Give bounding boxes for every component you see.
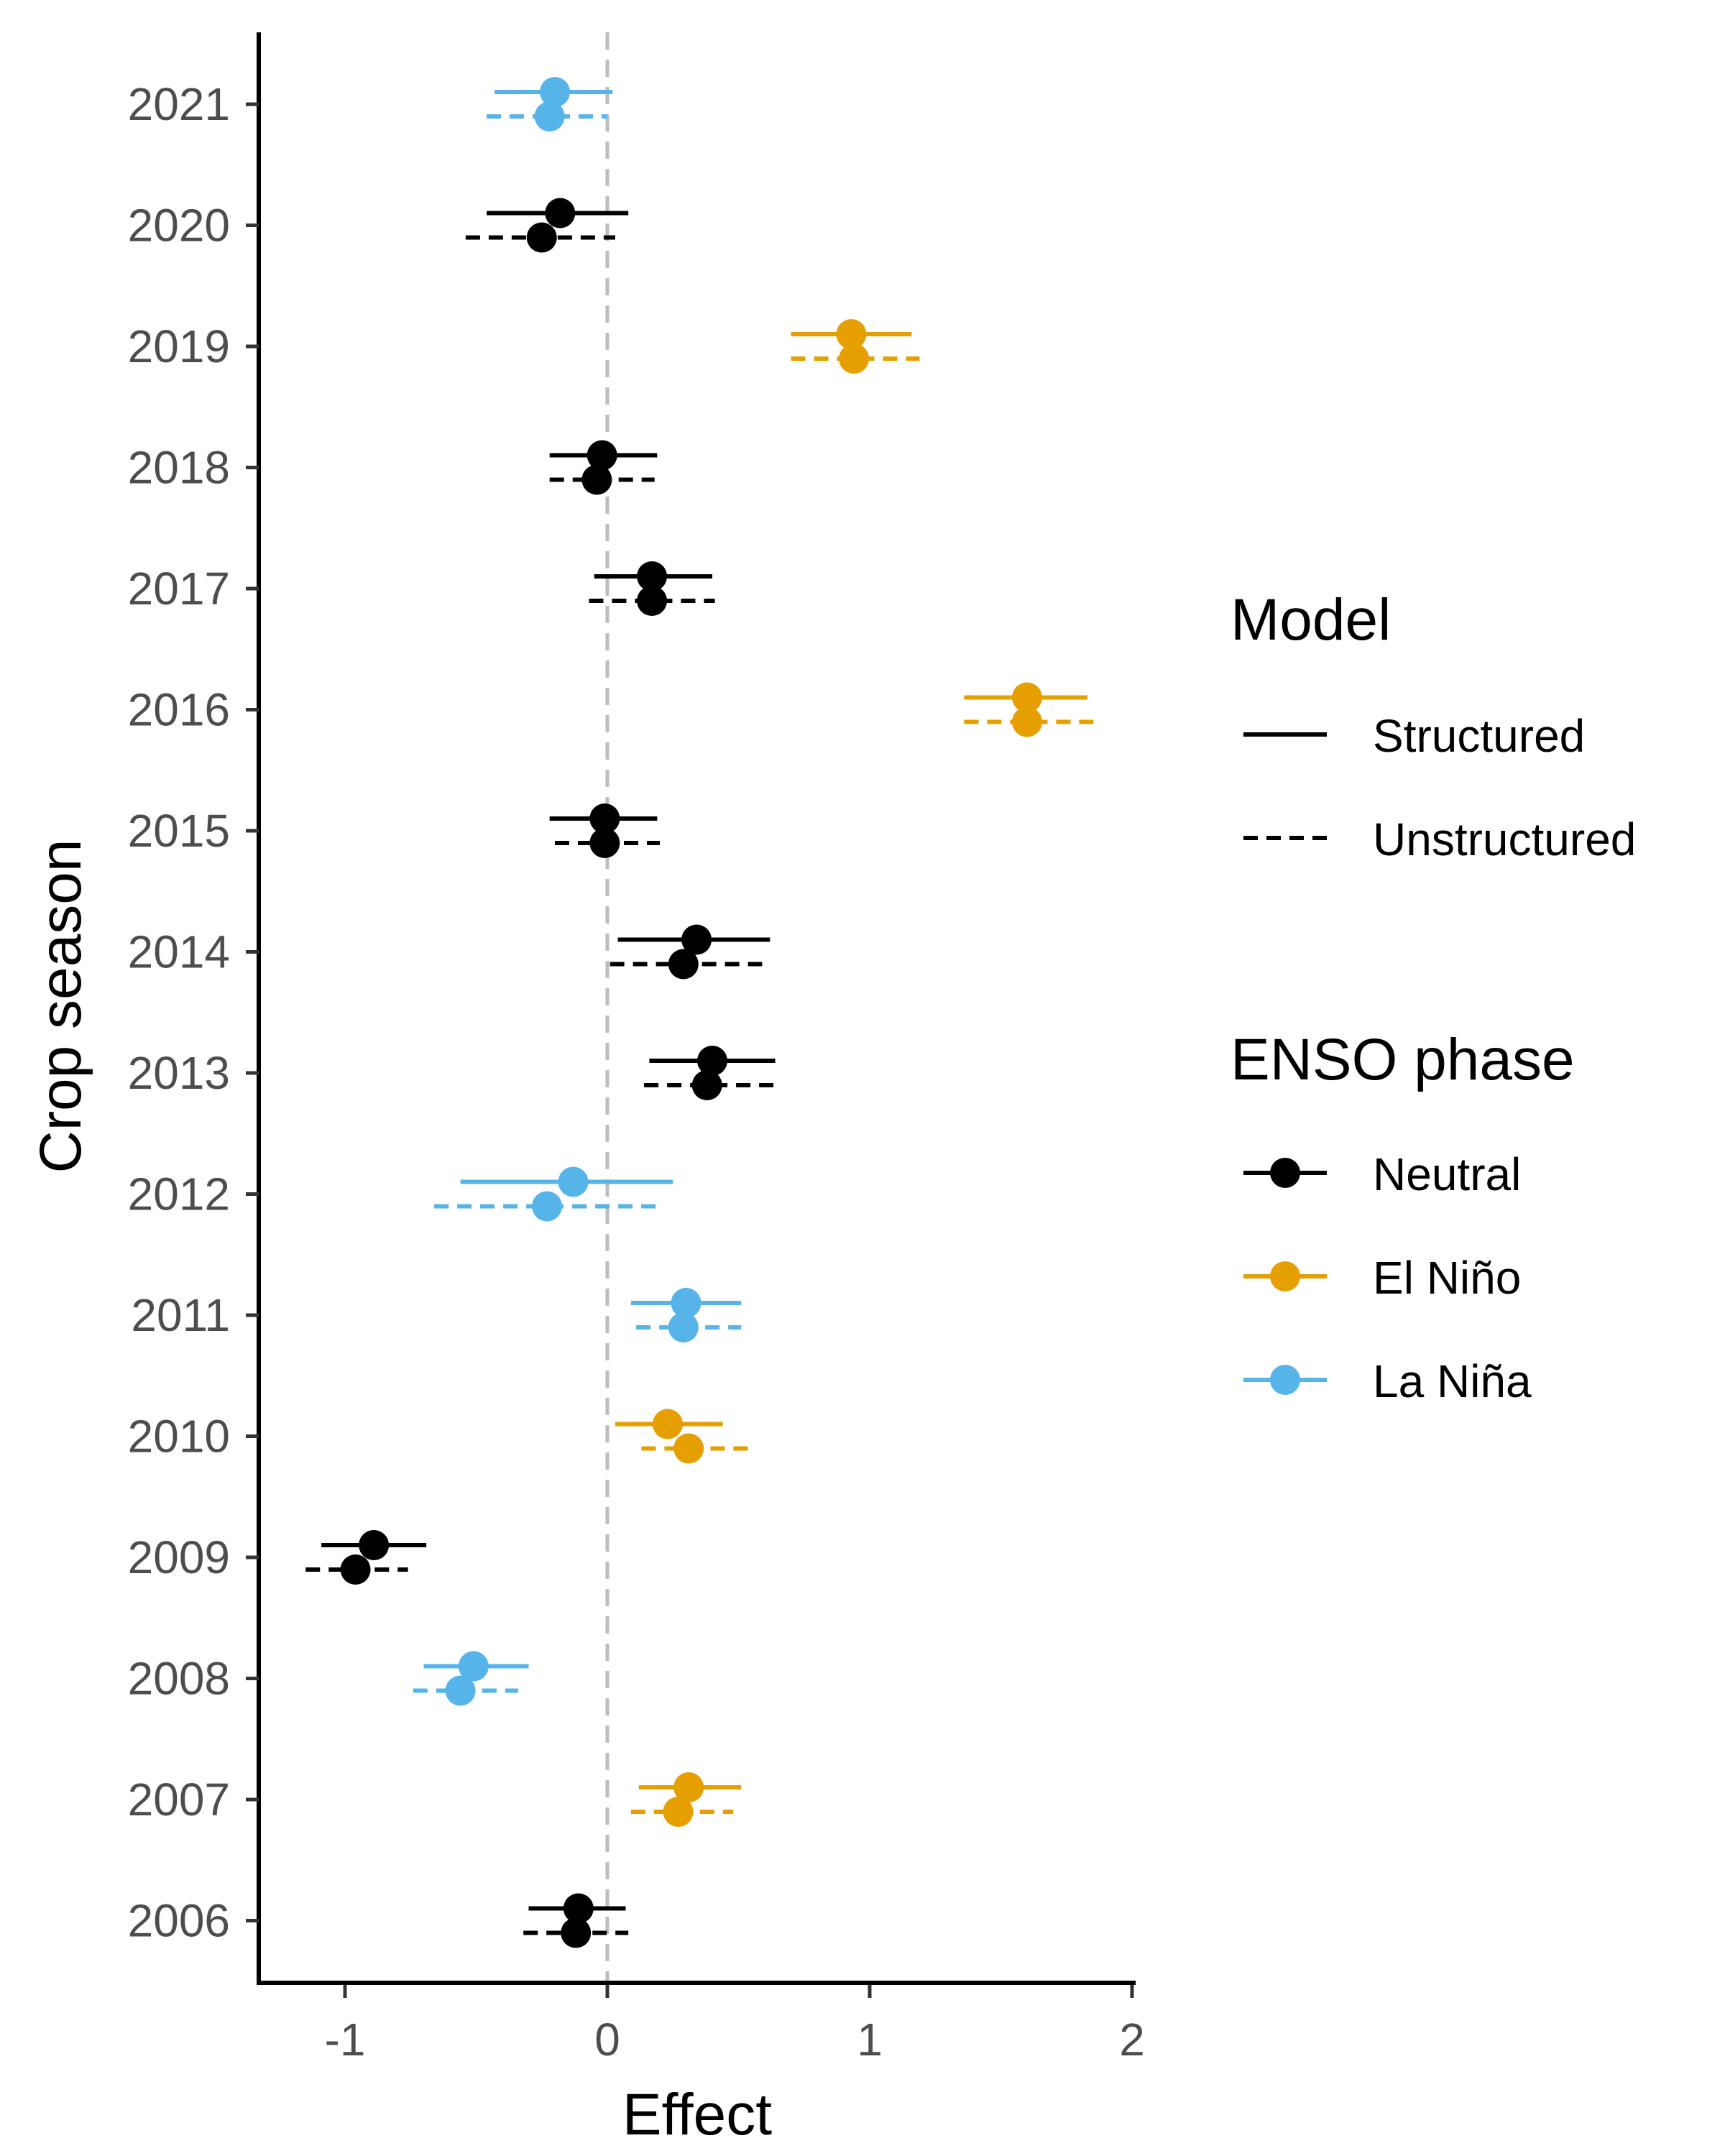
- point-structured-2008-la-nina: [458, 1651, 489, 1682]
- season-2018-estimates: [549, 440, 658, 495]
- y-tick-label: 2013: [128, 1047, 230, 1099]
- season-2017-estimates: [589, 561, 715, 616]
- legend-label-neutral: Neutral: [1373, 1148, 1521, 1200]
- season-2006-estimates: [523, 1893, 629, 1948]
- legend-label-structured: Structured: [1373, 710, 1585, 762]
- y-tick-label: 2018: [128, 442, 230, 494]
- season-2020-estimates: [465, 198, 629, 253]
- legend-label-unstructured: Unstructured: [1373, 814, 1636, 865]
- season-2019-estimates: [791, 319, 920, 374]
- point-unstructured-2012-la-nina: [532, 1191, 563, 1222]
- season-2011-estimates: [630, 1288, 742, 1342]
- point-structured-2018-neutral: [586, 440, 617, 471]
- point-unstructured-2019-el-nino: [839, 344, 870, 374]
- legend-title-enso: ENSO phase: [1230, 1027, 1575, 1092]
- point-structured-2007-el-nino: [673, 1772, 704, 1802]
- point-unstructured-2007-el-nino: [663, 1797, 694, 1827]
- point-unstructured-2021-la-nina: [534, 101, 565, 132]
- point-structured-2010-el-nino: [652, 1409, 683, 1439]
- axis-ticks: -1 0 1 2 2021 2020 2019 2018 2017 2016 2015 2014 201…: [128, 78, 1145, 2065]
- y-tick-label: 2012: [128, 1169, 230, 1220]
- y-tick-label: 2010: [128, 1411, 230, 1462]
- point-structured-2013-neutral: [697, 1046, 727, 1076]
- y-tick-label: 2008: [128, 1653, 230, 1705]
- y-tick-label: 2016: [128, 684, 230, 736]
- y-tick-label: 2014: [128, 926, 230, 978]
- y-axis-title: Crop season: [28, 839, 93, 1174]
- point-unstructured-2017-neutral: [637, 586, 668, 616]
- point-unstructured-2018-neutral: [581, 464, 612, 495]
- y-tick-label: 2015: [128, 805, 230, 857]
- point-structured-2020-neutral: [545, 198, 576, 229]
- legend-key-la-nina: [1243, 1365, 1327, 1395]
- point-unstructured-2014-neutral: [668, 949, 699, 980]
- x-tick-label: 2: [1119, 2014, 1145, 2065]
- y-tick-label: 2011: [131, 1289, 230, 1341]
- season-2007-estimates: [630, 1772, 742, 1827]
- season-2014-estimates: [610, 924, 770, 980]
- axes: [257, 32, 1136, 1985]
- legend-label-el-nino: El Niño: [1373, 1252, 1521, 1304]
- x-tick-label: 0: [594, 2014, 620, 2065]
- legend-key-neutral: [1243, 1158, 1327, 1188]
- point-structured-2012-la-nina: [558, 1166, 589, 1197]
- point-structured-2021-la-nina: [540, 77, 570, 107]
- y-tick-label: 2020: [128, 200, 230, 252]
- season-2012-estimates: [434, 1166, 673, 1222]
- season-2009-estimates: [305, 1530, 427, 1585]
- y-tick-label: 2009: [128, 1531, 230, 1583]
- point-structured-2011-la-nina: [671, 1288, 702, 1318]
- season-2016-estimates: [964, 682, 1095, 737]
- y-tick-label: 2019: [128, 321, 230, 372]
- y-tick-label: 2007: [128, 1774, 230, 1825]
- x-tick-label: -1: [325, 2014, 366, 2065]
- point-structured-2006-neutral: [563, 1893, 594, 1924]
- legend: Model Structured Unstructured ENSO phase…: [1230, 587, 1636, 1407]
- season-2013-estimates: [644, 1046, 776, 1100]
- point-structured-2016-el-nino: [1012, 682, 1042, 713]
- y-tick-label: 2017: [128, 563, 230, 614]
- legend-key-el-nino: [1243, 1261, 1327, 1291]
- point-structured-2009-neutral: [359, 1530, 390, 1560]
- point-unstructured-2011-la-nina: [668, 1312, 699, 1342]
- point-unstructured-2020-neutral: [526, 222, 557, 253]
- season-2021-estimates: [487, 77, 613, 132]
- x-axis-title: Effect: [622, 2082, 772, 2147]
- season-2008-estimates: [413, 1651, 529, 1706]
- point-unstructured-2010-el-nino: [673, 1433, 704, 1464]
- point-unstructured-2015-neutral: [589, 828, 620, 858]
- point-unstructured-2008-la-nina: [445, 1675, 476, 1706]
- season-2010-estimates: [615, 1409, 750, 1464]
- legend-label-la-nina: La Niña: [1373, 1355, 1532, 1407]
- legend-title-model: Model: [1230, 587, 1391, 653]
- point-unstructured-2006-neutral: [561, 1917, 592, 1948]
- x-tick-label: 1: [857, 2014, 883, 2065]
- season-2015-estimates: [549, 803, 660, 858]
- point-unstructured-2013-neutral: [691, 1070, 722, 1100]
- point-structured-2015-neutral: [589, 803, 620, 834]
- point-structured-2017-neutral: [637, 561, 668, 591]
- point-structured-2014-neutral: [681, 924, 712, 955]
- y-tick-label: 2021: [128, 78, 230, 130]
- point-structured-2019-el-nino: [836, 319, 867, 349]
- plot-panel: [305, 32, 1095, 1983]
- y-tick-label: 2006: [128, 1895, 230, 1947]
- point-unstructured-2016-el-nino: [1012, 706, 1042, 737]
- point-unstructured-2009-neutral: [340, 1554, 371, 1585]
